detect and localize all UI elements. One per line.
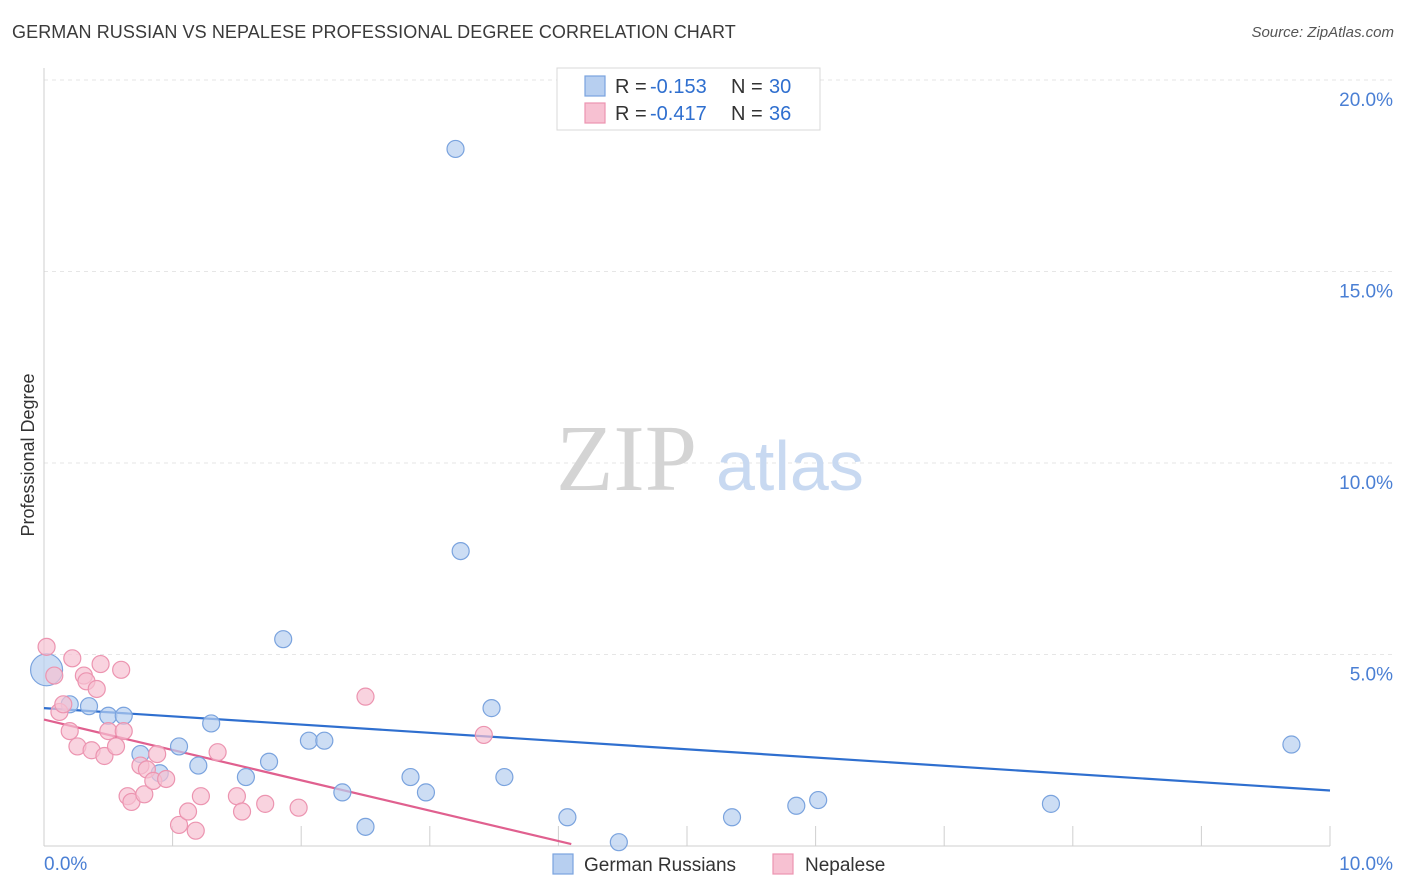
data-point — [299, 731, 319, 750]
data-point — [227, 787, 246, 806]
data-point — [106, 737, 126, 756]
legend-n-value: 30 — [769, 76, 791, 98]
data-point — [236, 767, 256, 787]
legend-n-value: 36 — [769, 103, 791, 125]
data-point — [99, 706, 118, 725]
data-point — [54, 695, 73, 714]
data-point — [259, 752, 279, 771]
y-tick-label: 20.0% — [1339, 90, 1393, 111]
data-point — [99, 721, 118, 741]
data-point — [446, 139, 465, 159]
data-point — [135, 785, 154, 804]
legend-r-label: R = — [615, 76, 647, 98]
data-point — [356, 687, 375, 706]
legend-r-label: R = — [615, 103, 647, 125]
data-point — [474, 725, 493, 745]
data-point — [87, 679, 106, 699]
data-point — [191, 787, 210, 806]
data-point — [60, 721, 79, 741]
series-legend-swatch-pink — [772, 853, 794, 875]
data-point — [274, 630, 293, 649]
source-label: Source: ZipAtlas.com — [1251, 24, 1394, 41]
trend-line — [43, 707, 1331, 792]
data-point — [91, 654, 110, 674]
data-point — [79, 697, 99, 716]
data-point — [787, 796, 806, 815]
data-point — [609, 833, 628, 852]
data-point — [202, 714, 221, 733]
data-point — [558, 808, 577, 827]
watermark-atlas: atlas — [716, 427, 864, 505]
data-point — [256, 794, 275, 813]
data-point — [289, 798, 308, 817]
data-point — [148, 744, 167, 764]
data-point — [722, 808, 742, 827]
series-legend-label: German Russians — [584, 855, 736, 876]
data-point — [37, 637, 56, 656]
legend-n-label: N = — [731, 76, 763, 98]
data-point — [356, 817, 375, 836]
x-tick-label: 10.0% — [1339, 854, 1393, 875]
legend-swatch-pink — [584, 102, 606, 124]
y-tick-label: 10.0% — [1339, 473, 1393, 494]
chart-title: GERMAN RUSSIAN VS NEPALESE PROFESSIONAL … — [12, 22, 736, 42]
trend-line — [43, 718, 572, 846]
stats-legend: R = -0.153 N = 30 R = -0.417 N = 36 — [556, 67, 821, 131]
y-tick-label: 5.0% — [1350, 665, 1393, 686]
data-point — [178, 802, 198, 821]
axes — [43, 68, 1331, 847]
watermark-zip: ZIP — [556, 407, 697, 511]
legend-r-value: -0.153 — [650, 76, 707, 98]
data-point — [112, 660, 131, 679]
series-legend: German Russians Nepalese — [552, 853, 885, 876]
y-axis-label: Professional Degree — [18, 373, 38, 536]
data-point — [114, 706, 133, 725]
data-points — [29, 139, 1301, 852]
data-point — [186, 821, 205, 840]
data-point — [63, 649, 82, 668]
data-point — [169, 737, 189, 756]
data-point — [451, 541, 470, 561]
data-point — [315, 731, 334, 750]
data-point — [189, 756, 208, 775]
data-point — [416, 783, 436, 802]
trend-lines — [43, 707, 1331, 846]
data-point — [169, 815, 189, 835]
data-point — [114, 721, 133, 741]
data-point — [45, 666, 64, 685]
y-tick-label: 15.0% — [1339, 282, 1393, 303]
x-tick-label: 0.0% — [44, 854, 87, 875]
series-legend-swatch-blue — [552, 853, 574, 875]
data-point — [809, 790, 828, 810]
legend-n-label: N = — [731, 103, 763, 125]
data-point — [1041, 794, 1061, 813]
legend-swatch-blue — [584, 75, 606, 97]
data-point — [495, 767, 514, 787]
grid-lines — [44, 79, 1392, 655]
data-point — [333, 783, 352, 802]
data-point — [1282, 735, 1301, 754]
data-point — [401, 767, 420, 787]
data-point — [232, 802, 252, 821]
data-point — [157, 769, 176, 789]
series-legend-label: Nepalese — [805, 855, 885, 876]
legend-r-value: -0.417 — [650, 103, 707, 125]
data-point — [208, 743, 227, 762]
watermark: ZIP atlas — [556, 407, 864, 511]
tick-labels: 5.0% 10.0% 15.0% 20.0% 0.0% 10.0% — [44, 90, 1393, 875]
data-point — [482, 699, 501, 718]
